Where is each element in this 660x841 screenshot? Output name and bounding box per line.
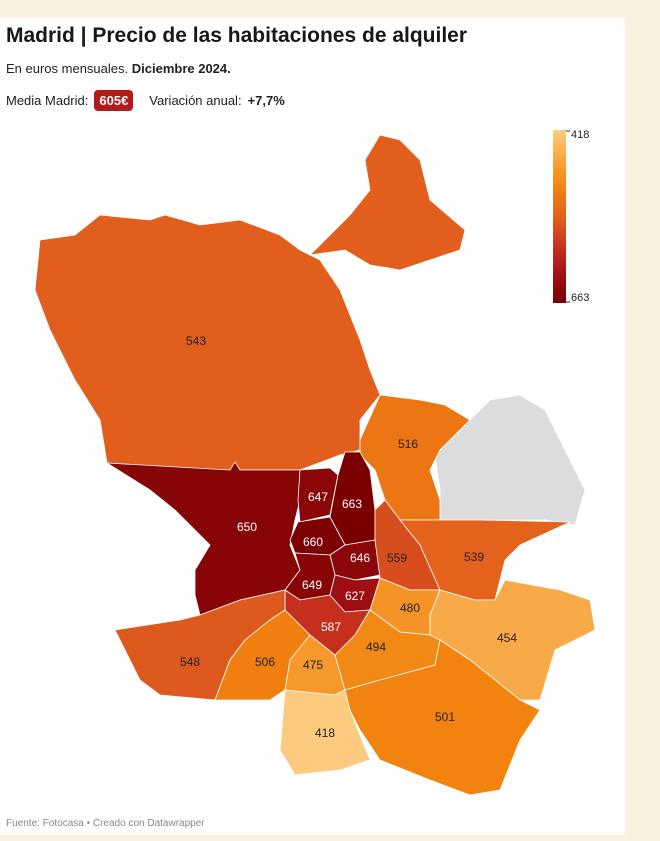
district-label: 548 (180, 655, 200, 669)
subtitle-text: En euros mensuales. (6, 61, 129, 76)
district-labels: 543 516 650 647 663 660 646 559 539 649 627 587 480 4… (180, 334, 517, 740)
district (106, 461, 301, 616)
district (279, 689, 371, 776)
district-label: 646 (350, 551, 370, 565)
district-label: 475 (303, 658, 323, 672)
average-badge: 605€ (94, 90, 134, 111)
district-label: 480 (400, 601, 420, 615)
district (344, 639, 541, 796)
district-label: 649 (302, 578, 322, 592)
district-label: 506 (255, 655, 275, 669)
district-label: 454 (497, 631, 517, 645)
district (399, 519, 571, 601)
district-label: 627 (345, 589, 365, 603)
subtitle: En euros mensuales. Diciembre 2024. (6, 61, 231, 76)
district-label: 663 (342, 497, 362, 511)
title: Madrid | Precio de las habitaciones de a… (6, 24, 468, 47)
district-label: 494 (366, 640, 386, 654)
variation-label: Variación anual: (149, 93, 242, 108)
district-label: 418 (315, 726, 335, 740)
district-label: 647 (308, 490, 328, 504)
districts (34, 134, 596, 796)
district-label: 650 (237, 520, 257, 534)
district-label: 559 (387, 551, 407, 565)
district-label: 587 (321, 620, 341, 634)
district-label: 543 (186, 334, 206, 348)
legend-label: 418 (571, 129, 589, 141)
district (359, 394, 471, 521)
district-label: 660 (303, 535, 323, 549)
legend-bar (553, 130, 566, 303)
source: Fuente: Fotocasa • Creado con Datawrappe… (6, 818, 205, 829)
legend-label: 663 (571, 292, 589, 304)
summary-label: Media Madrid: (6, 93, 89, 108)
summary: Media Madrid: 605€ Variación anual: +7,7… (6, 90, 285, 111)
district-label: 516 (398, 437, 418, 451)
district-label: 539 (464, 550, 484, 564)
district (34, 134, 466, 471)
variation-value: +7,7% (247, 93, 285, 108)
district-label: 501 (435, 710, 455, 724)
subtitle-date: Diciembre 2024. (131, 61, 231, 76)
